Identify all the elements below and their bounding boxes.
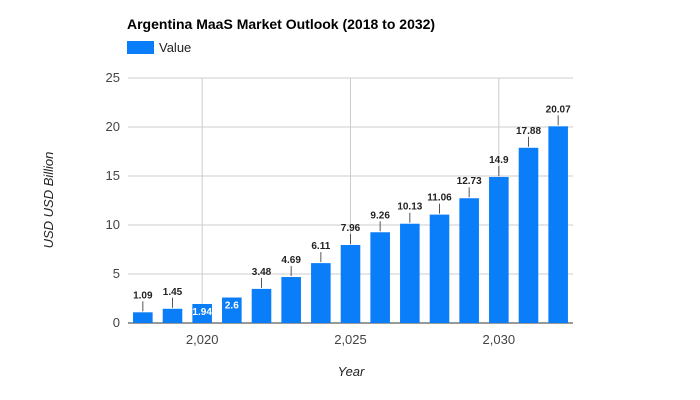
chart-title: Argentina MaaS Market Outlook (2018 to 2… bbox=[127, 16, 435, 32]
data-label: 12.73 bbox=[457, 176, 482, 187]
bar bbox=[311, 263, 331, 323]
bar bbox=[192, 303, 212, 323]
x-axis-ticks: 2,020 2,025 2,030 bbox=[186, 332, 515, 347]
y-tick-label: 25 bbox=[106, 70, 120, 85]
data-label: 1.45 bbox=[163, 287, 183, 298]
data-label: 17.88 bbox=[516, 126, 541, 137]
x-tick-label: 2,025 bbox=[334, 332, 367, 347]
x-tick-label: 2,020 bbox=[186, 332, 219, 347]
bar bbox=[489, 176, 509, 323]
data-labels: 1.09 1.45 1.94 2.6 3.48 4.69 6.11 7.96 9.26 10.13… bbox=[133, 104, 571, 318]
data-label: 10.13 bbox=[397, 202, 422, 213]
y-tick-label: 0 bbox=[113, 315, 120, 330]
legend: Value bbox=[127, 40, 191, 55]
data-label: 11.06 bbox=[427, 193, 452, 204]
y-axis-ticks: 0 5 10 15 20 25 bbox=[106, 70, 120, 330]
data-label: 14.9 bbox=[489, 155, 509, 166]
bar bbox=[133, 312, 153, 323]
data-label: 9.26 bbox=[370, 210, 390, 221]
bars bbox=[133, 126, 568, 324]
bar bbox=[281, 277, 301, 323]
bar bbox=[459, 198, 479, 323]
bar bbox=[429, 214, 450, 323]
y-tick-label: 10 bbox=[106, 217, 120, 232]
y-axis-title: USD USD Billion bbox=[41, 152, 56, 249]
data-label: 7.96 bbox=[341, 223, 361, 234]
legend-label-value: Value bbox=[159, 40, 191, 55]
y-tick-label: 20 bbox=[106, 119, 120, 134]
bar bbox=[340, 244, 361, 323]
bar bbox=[162, 308, 183, 323]
bar bbox=[518, 147, 539, 323]
bar bbox=[548, 126, 568, 324]
bar bbox=[222, 297, 242, 323]
y-tick-label: 15 bbox=[106, 168, 120, 183]
data-label: 1.09 bbox=[133, 290, 153, 301]
data-label: 3.48 bbox=[252, 267, 272, 278]
data-label: 1.94 bbox=[192, 307, 212, 318]
bar bbox=[251, 288, 272, 323]
bar bbox=[370, 232, 390, 323]
data-label: 6.11 bbox=[311, 241, 330, 252]
x-axis-title: Year bbox=[338, 364, 365, 379]
data-label: 20.07 bbox=[546, 104, 571, 115]
data-label: 4.69 bbox=[281, 255, 301, 266]
data-label: 2.6 bbox=[225, 301, 239, 312]
legend-swatch-value bbox=[127, 41, 154, 54]
y-tick-label: 5 bbox=[113, 266, 120, 281]
x-tick-label: 2,030 bbox=[483, 332, 516, 347]
bar bbox=[400, 223, 420, 323]
